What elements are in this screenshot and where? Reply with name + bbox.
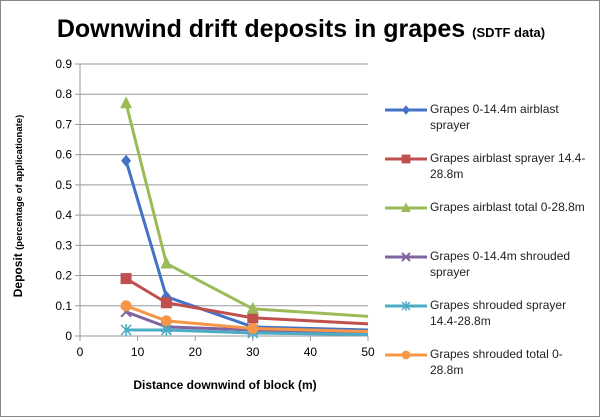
star-marker — [401, 301, 411, 311]
circle-marker — [247, 322, 259, 334]
y-tick-label: 0.4 — [55, 208, 72, 222]
diamond-marker — [402, 105, 410, 115]
y-tick-label: 0.7 — [55, 117, 72, 131]
y-tick-label: 0.3 — [55, 238, 72, 252]
legend: Grapes 0-14.4m airblast sprayer Grapes ai… — [385, 101, 595, 395]
x-tick-label: 40 — [304, 345, 318, 359]
series-6 — [120, 300, 369, 334]
y-tick-label: 0.9 — [55, 57, 72, 71]
x-axis-label: Distance downwind of block (m) — [133, 378, 317, 392]
triangle-marker — [401, 202, 411, 212]
square-marker — [160, 297, 172, 309]
square-marker — [401, 154, 411, 164]
series-line — [125, 277, 369, 326]
series-line — [125, 304, 369, 333]
series-line — [126, 328, 369, 336]
x-marker — [401, 252, 411, 262]
square-marker — [247, 312, 259, 324]
legend-item: Grapes airblast sprayer 14.4-28.8m — [385, 150, 595, 199]
x-tick-label: 20 — [189, 345, 203, 359]
y-tick-label: 0.8 — [55, 87, 72, 101]
legend-swatch — [385, 252, 427, 262]
title-text: Downwind drift deposits in grapes — [56, 15, 466, 43]
y-tick-label: 0 — [65, 329, 72, 343]
legend-label: Grapes shrouded total 0-28.8m — [430, 347, 563, 377]
x-tick-label: 50 — [361, 345, 375, 359]
legend-item: Grapes 0-14.4m airblast sprayer — [385, 101, 595, 150]
triangle-marker — [120, 96, 133, 109]
triangle-marker — [160, 256, 173, 269]
triangle-marker — [246, 301, 259, 314]
legend-swatch — [385, 154, 427, 164]
circle-marker — [401, 350, 411, 360]
legend-item: Grapes airblast total 0-28.8m — [385, 199, 595, 248]
chart-title: Downwind drift deposits in grapes (SDTF … — [1, 15, 599, 44]
legend-swatch — [385, 202, 427, 212]
legend-item: Grapes shrouded total 0-28.8m — [385, 346, 595, 395]
y-tick-label: 0.5 — [55, 178, 72, 192]
square-marker — [120, 273, 132, 285]
series-3 — [120, 96, 369, 318]
series-line — [124, 102, 369, 318]
legend-swatch — [385, 350, 427, 360]
series-2 — [120, 273, 369, 326]
legend-label: Grapes 0-14.4m airblast sprayer — [430, 102, 559, 132]
circle-marker — [120, 300, 132, 312]
legend-label: Grapes 0-14.4m shrouded sprayer — [430, 249, 571, 279]
y-tick-label: 0.6 — [55, 148, 72, 162]
series-line — [125, 310, 369, 335]
x-tick-label: 0 — [77, 345, 84, 359]
legend-label: Grapes airblast total 0-28.8m — [430, 200, 585, 214]
y-tick-label: 0.1 — [55, 299, 72, 313]
subtitle-text: (SDTF data) — [472, 25, 546, 40]
diamond-marker — [121, 154, 132, 167]
x-tick-label: 10 — [131, 345, 145, 359]
legend-swatch — [385, 105, 427, 115]
circle-marker — [160, 315, 172, 327]
legend-label: Grapes shrouded sprayer 14.4-28.8m — [430, 298, 567, 328]
legend-item: Grapes 0-14.4m shrouded sprayer — [385, 248, 595, 297]
x-tick-label: 30 — [246, 345, 260, 359]
legend-label: Grapes airblast sprayer 14.4-28.8m — [430, 151, 586, 181]
legend-swatch — [385, 301, 427, 311]
y-tick-label: 0.2 — [55, 269, 72, 283]
star-marker — [120, 323, 132, 336]
legend-item: Grapes shrouded sprayer 14.4-28.8m — [385, 297, 595, 346]
